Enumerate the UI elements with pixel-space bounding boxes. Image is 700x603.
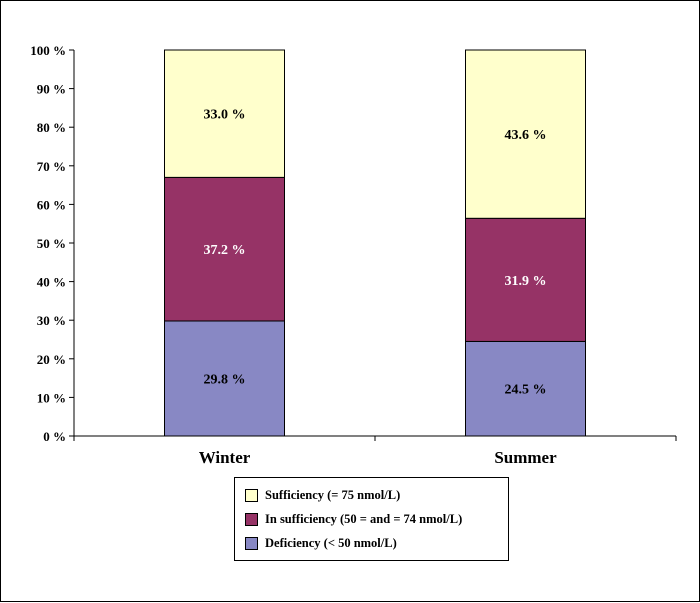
- y-tick-label: 30 %: [37, 313, 66, 328]
- bar-segment-summer-0: [465, 340, 586, 437]
- legend: Sufficiency (= 75 nmol/L) In sufficiency…: [234, 477, 509, 561]
- bar-segment-winter-0: [164, 320, 285, 437]
- legend-item-sufficiency: Sufficiency (= 75 nmol/L): [245, 486, 400, 504]
- data-label-summer-0: 24.5 %: [505, 383, 547, 398]
- legend-swatch-sufficiency: [245, 488, 258, 502]
- data-label-winter-2: 33.0 %: [204, 108, 246, 123]
- legend-swatch-deficiency: [245, 536, 258, 550]
- y-tick-label: 10 %: [37, 390, 66, 405]
- data-label-winter-0: 29.8 %: [204, 372, 246, 387]
- y-tick-label: 20 %: [37, 352, 66, 367]
- legend-label-deficiency: Deficiency (< 50 nmol/L): [265, 535, 397, 550]
- legend-item-deficiency: Deficiency (< 50 nmol/L): [245, 534, 397, 552]
- legend-swatch-insufficiency: [245, 512, 258, 526]
- bar-segment-summer-1: [465, 217, 586, 342]
- y-tick-label: 80 %: [37, 120, 66, 135]
- category-label-winter: Winter: [199, 448, 251, 467]
- y-tick-label: 100 %: [30, 43, 66, 58]
- category-label-summer: Summer: [494, 448, 557, 467]
- y-tick-label: 70 %: [37, 159, 66, 174]
- y-tick-label: 50 %: [37, 236, 66, 251]
- bar-segment-winter-2: [164, 49, 285, 178]
- bar-segment-summer-2: [465, 49, 586, 219]
- y-tick-label: 90 %: [37, 82, 66, 97]
- data-label-winter-1: 37.2 %: [204, 243, 246, 258]
- legend-label-insufficiency: In sufficiency (50 = and = 74 nmol/L): [265, 511, 463, 526]
- data-label-summer-2: 43.6 %: [505, 128, 547, 143]
- y-tick-label: 60 %: [37, 197, 66, 212]
- legend-label-sufficiency: Sufficiency (= 75 nmol/L): [265, 487, 401, 502]
- legend-item-insufficiency: In sufficiency (50 = and = 74 nmol/L): [245, 510, 462, 528]
- data-label-summer-1: 31.9 %: [505, 274, 547, 289]
- y-tick-label: 40 %: [37, 275, 66, 290]
- y-tick-label: 0 %: [43, 429, 66, 444]
- bar-segment-winter-1: [164, 176, 285, 322]
